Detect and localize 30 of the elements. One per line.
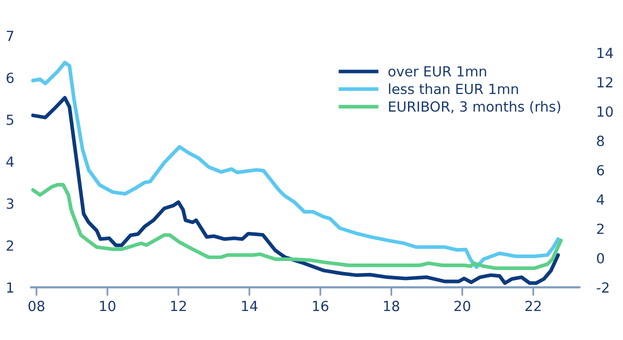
y2-tick-label: -2 [596,282,609,293]
x-tick-label: 18 [384,300,400,312]
x-tick-label: 10 [100,300,116,312]
y2-tick-label: 0 [596,252,604,264]
y-tick-label: 7 [6,30,14,41]
x-tick-label: 16 [313,300,328,312]
y2-tick-label: 10 [598,106,613,117]
x-tick-label: 12 [171,300,186,312]
x-tick-label: 22 [525,300,541,312]
y2-tick-label: 2 [597,224,604,234]
legend-label: EURIBOR, 3 months (rhs) [389,101,560,114]
y2-tick-label: 12 [598,77,612,88]
line-series [31,60,560,269]
legend-label: less than EUR 1mn [389,83,518,94]
y-tick-label: 4 [6,156,14,167]
x-tick-label: 14 [242,300,258,312]
y-tick-label: 6 [6,72,14,84]
x-tick-label: 20 [454,300,470,312]
y2-tick-label: 6 [597,164,604,176]
y2-tick-label: 4 [596,194,604,205]
x-tick-label: 08 [28,300,44,312]
y2-tick-label: 14 [598,48,613,58]
line-series [31,96,560,285]
y-tick-label: 3 [6,198,14,209]
line-series [31,182,563,270]
legend-label: over EUR 1mn [388,66,486,77]
y-tick-label: 1 [7,282,14,293]
y2-tick-label: 8 [597,136,604,146]
y-tick-label: 2 [6,240,14,251]
y-tick-label: 5 [6,114,14,126]
